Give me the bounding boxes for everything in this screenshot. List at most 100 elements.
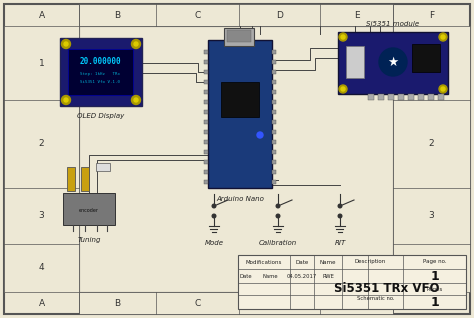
Bar [204, 170, 208, 174]
Circle shape [379, 48, 407, 76]
Circle shape [441, 87, 445, 91]
Circle shape [276, 214, 280, 218]
Circle shape [134, 42, 138, 46]
Circle shape [338, 214, 342, 218]
Bar [224, 28, 254, 46]
Bar [204, 180, 208, 184]
Bar [368, 94, 374, 100]
Circle shape [212, 214, 216, 218]
Bar [272, 60, 276, 64]
Bar [272, 120, 276, 124]
Circle shape [439, 33, 447, 41]
Bar [204, 160, 208, 164]
Circle shape [64, 98, 68, 102]
Circle shape [257, 132, 263, 138]
Text: Pages: Pages [427, 287, 443, 292]
Text: encoder: encoder [79, 208, 99, 212]
Text: C: C [194, 10, 201, 19]
Bar [272, 80, 276, 84]
Bar [272, 170, 276, 174]
Bar [272, 180, 276, 184]
Text: 2: 2 [39, 140, 44, 149]
Text: D: D [276, 10, 283, 19]
Text: Modifications: Modifications [246, 259, 282, 265]
Text: D: D [276, 299, 283, 308]
Text: 3: 3 [38, 211, 45, 220]
Circle shape [131, 39, 140, 49]
Text: Arduino Nano: Arduino Nano [216, 196, 264, 202]
Bar [272, 130, 276, 134]
Text: Si5351 TRx VFO: Si5351 TRx VFO [334, 281, 440, 294]
Text: RWE: RWE [322, 273, 334, 279]
Bar [418, 94, 424, 100]
Bar [79, 292, 393, 314]
Bar [272, 100, 276, 104]
Circle shape [62, 39, 71, 49]
Bar [204, 50, 208, 54]
Bar [272, 140, 276, 144]
Text: Description: Description [355, 259, 386, 265]
Text: Si5351 module: Si5351 module [366, 21, 419, 27]
Bar [204, 80, 208, 84]
Text: A: A [38, 299, 45, 308]
Bar [393, 26, 470, 292]
Circle shape [339, 33, 347, 41]
Bar [4, 26, 79, 292]
Bar [221, 82, 259, 117]
Bar [68, 49, 133, 95]
Text: 20.000000: 20.000000 [79, 58, 121, 66]
Bar [63, 193, 115, 225]
Circle shape [341, 35, 345, 39]
Text: Tuning: Tuning [77, 237, 101, 243]
Bar [81, 167, 89, 191]
Bar [204, 140, 208, 144]
Text: B: B [114, 10, 120, 19]
Text: 04.05.2017: 04.05.2017 [287, 273, 317, 279]
Circle shape [338, 204, 342, 208]
Text: Si5351 Vfo V.1.0: Si5351 Vfo V.1.0 [80, 80, 120, 84]
Text: Name: Name [262, 273, 278, 279]
Text: ★: ★ [387, 56, 399, 68]
Text: E: E [354, 299, 359, 308]
Text: Step: 1kHz   TRx: Step: 1kHz TRx [80, 72, 120, 76]
Bar [378, 94, 384, 100]
Text: E: E [354, 10, 359, 19]
Circle shape [276, 204, 280, 208]
Text: 1: 1 [38, 59, 45, 67]
Text: RIT: RIT [334, 240, 346, 246]
Text: 4: 4 [39, 264, 44, 273]
Circle shape [64, 42, 68, 46]
Bar [428, 94, 434, 100]
Circle shape [134, 98, 138, 102]
Text: OLED Display: OLED Display [77, 113, 125, 119]
Bar [204, 100, 208, 104]
Text: F: F [429, 10, 434, 19]
Text: A: A [38, 10, 45, 19]
Text: B: B [114, 299, 120, 308]
Circle shape [339, 85, 347, 93]
Bar [398, 94, 404, 100]
Bar [96, 163, 110, 171]
Bar [204, 90, 208, 94]
Bar [204, 120, 208, 124]
Text: F: F [429, 299, 434, 308]
Bar [79, 4, 393, 26]
Bar [204, 60, 208, 64]
Circle shape [62, 95, 71, 105]
Bar [412, 44, 440, 72]
Circle shape [439, 85, 447, 93]
Circle shape [212, 204, 216, 208]
Text: Date: Date [295, 259, 309, 265]
Bar [208, 40, 272, 188]
Circle shape [441, 35, 445, 39]
Text: Schematic no.: Schematic no. [357, 295, 394, 301]
Bar [346, 46, 364, 78]
Circle shape [341, 87, 345, 91]
Bar [272, 90, 276, 94]
Text: 1: 1 [430, 295, 439, 308]
Text: 4: 4 [428, 264, 434, 273]
Bar [67, 167, 75, 191]
Bar [272, 150, 276, 154]
Text: Name: Name [320, 259, 336, 265]
Text: C: C [194, 299, 201, 308]
